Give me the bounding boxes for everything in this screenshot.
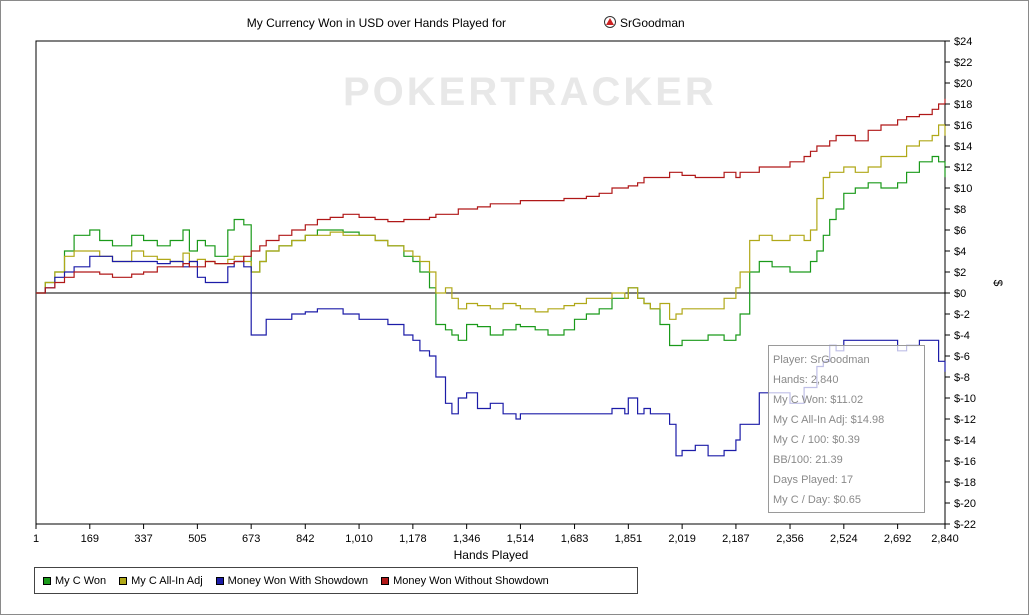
x-axis: 1 169 337 505 673 842 1,010 1,178 1,346 1,514 1,68… [33, 524, 959, 545]
legend-swatch-all-in-adj [119, 576, 128, 585]
tooltip-my-c-per-100: My C / 100: $0.39 [773, 434, 860, 446]
x-tick-label: 842 [296, 533, 314, 545]
x-tick-label: 1,178 [399, 533, 427, 545]
x-tick-label: 1 [33, 533, 39, 545]
legend-label: Money Won Without Showdown [393, 574, 549, 587]
y-tick-label: $-16 [954, 456, 976, 468]
y-axis-title: $ [991, 280, 1005, 287]
tooltip-player: Player: SrGoodman [773, 354, 870, 366]
legend-item-all-in-adj[interactable]: My C All-In Adj [119, 575, 203, 587]
legend-swatch-without-showdown [381, 576, 390, 585]
x-tick-label: 1,514 [507, 533, 535, 545]
tooltip-bb-per-100: BB/100: 21.39 [773, 454, 843, 466]
x-tick-label: 505 [188, 533, 206, 545]
plot-area [35, 40, 946, 525]
y-tick-label: $-2 [954, 309, 970, 321]
y-tick-label: $8 [954, 204, 966, 216]
legend-swatch-my-c-won [43, 576, 51, 585]
legend-item-with-showdown[interactable]: Money Won With Showdown [215, 574, 369, 587]
y-tick-label: $-14 [954, 435, 976, 447]
y-tick-label: $2 [954, 267, 966, 279]
x-tick-label: 1,683 [561, 533, 589, 545]
legend-swatch-with-showdown [215, 576, 224, 585]
legend-label: My C All-In Adj [131, 574, 203, 587]
y-axis: $24 $22 $20 $18 $16 $14 $12 $10 $8 $6 $4 $2 $0 $-2 $-4… [945, 36, 976, 531]
y-tick-label: $14 [954, 141, 972, 153]
tooltip-all-in-adj: My C All-In Adj: $14.98 [773, 414, 885, 426]
y-tick-label: $12 [954, 162, 972, 174]
y-tick-label: $-20 [954, 498, 976, 510]
y-tick-label: $24 [954, 36, 972, 48]
y-tick-label: $-10 [954, 393, 976, 405]
y-tick-label: $6 [954, 225, 966, 237]
y-tick-label: $16 [954, 120, 972, 132]
tooltip-my-c-won: My C Won: $11.02 [773, 394, 864, 406]
y-tick-label: $-12 [954, 414, 976, 426]
series-line-my-c-won [36, 155, 946, 347]
legend-item-without-showdown[interactable]: Money Won Without Showdown [381, 575, 549, 587]
y-tick-label: $-6 [954, 351, 970, 363]
tooltip-hands: Hands: 2,840 [773, 374, 839, 386]
x-tick-label: 1,010 [345, 533, 373, 545]
series-line-my-c-all-in-adj [36, 124, 946, 320]
x-tick-label: 673 [242, 533, 260, 545]
y-tick-label: $0 [954, 288, 966, 300]
chart-player-name: SrGoodman [620, 16, 685, 30]
x-tick-label: 2,524 [830, 533, 858, 545]
x-tick-label: 2,692 [884, 533, 912, 545]
x-tick-label: 2,187 [722, 533, 750, 545]
pokertracker-watermark: POKERTRACKER [343, 70, 717, 114]
legend-item-my-c-won[interactable]: My C Won [43, 575, 106, 587]
y-tick-label: $-4 [954, 330, 970, 342]
series-layer [36, 98, 946, 457]
player-stats-tooltip: Player: SrGoodman Hands: 2,840 My C Won:… [768, 345, 925, 513]
x-tick-label: 1,346 [453, 533, 481, 545]
tooltip-my-c-per-day: My C / Day: $0.65 [773, 494, 862, 506]
series-line-money-won-without-showdown [36, 98, 946, 294]
x-tick-label: 169 [81, 533, 99, 545]
x-tick-label: 2,356 [776, 533, 804, 545]
player-site-icon [604, 16, 616, 28]
y-tick-label: $18 [954, 99, 972, 111]
legend-label: My C Won [55, 574, 107, 587]
x-axis-title: Hands Played [454, 548, 529, 562]
x-tick-label: 337 [134, 533, 152, 545]
tooltip-days-played: Days Played: 17 [773, 474, 854, 486]
y-tick-label: $20 [954, 78, 972, 90]
y-tick-label: $-18 [954, 477, 976, 489]
chart-title: My Currency Won in USD over Hands Played… [247, 16, 506, 30]
y-tick-label: $-8 [954, 372, 970, 384]
y-tick-label: $10 [954, 183, 972, 195]
x-tick-label: 2,019 [668, 533, 696, 545]
y-tick-label: $-22 [954, 519, 976, 531]
legend-label: Money Won With Showdown [227, 574, 369, 587]
x-tick-label: 2,840 [931, 533, 959, 545]
y-tick-label: $22 [954, 57, 972, 69]
x-tick-label: 1,851 [615, 533, 643, 545]
chart-legend: My C Won My C All-In Adj Money Won With … [34, 567, 638, 594]
y-tick-label: $4 [954, 246, 966, 258]
